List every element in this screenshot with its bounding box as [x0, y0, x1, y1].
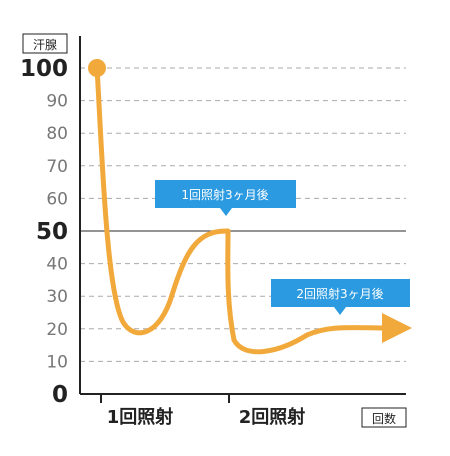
callout-2: 2回照射3ヶ月後 — [271, 279, 410, 315]
y-tick-label-90: 90 — [46, 92, 68, 112]
series-line — [94, 65, 412, 355]
x-tick-label-1: 1回照射 — [107, 406, 174, 428]
y-axis-label-box — [22, 33, 68, 54]
y-tick-label-20: 20 — [46, 320, 68, 340]
callout-1-box — [155, 180, 296, 208]
y-tick-label-30: 30 — [46, 287, 68, 307]
y-tick-label-0: 0 — [52, 382, 68, 408]
y-axis-label: 汗腺 — [33, 38, 57, 52]
x-axis-label-box — [361, 407, 407, 428]
callout-2-box — [271, 279, 410, 307]
callout-1-text: 1回照射3ヶ月後 — [181, 187, 268, 202]
x-axis-label: 回数 — [372, 411, 396, 426]
y-tick-label-60: 60 — [46, 189, 68, 209]
grid-lines — [80, 67, 406, 362]
x-tick-label-2: 2回照射 — [239, 406, 306, 428]
callout-1: 1回照射3ヶ月後 — [155, 180, 296, 216]
callout-1-pointer — [220, 208, 232, 216]
callout-2-text: 2回照射3ヶ月後 — [296, 286, 383, 301]
y-tick-label-100: 100 — [20, 56, 68, 82]
y-tick-label-80: 80 — [46, 124, 68, 144]
y-tick-label-50: 50 — [36, 219, 68, 245]
start-point — [88, 59, 106, 77]
y-tick-label-40: 40 — [46, 255, 68, 275]
y-tick-labels: 0 10 20 30 40 50 60 70 80 90 100 — [20, 56, 68, 408]
y-tick-label-70: 70 — [46, 157, 68, 177]
y-tick-label-10: 10 — [46, 352, 68, 372]
callout-2-pointer — [334, 307, 346, 315]
